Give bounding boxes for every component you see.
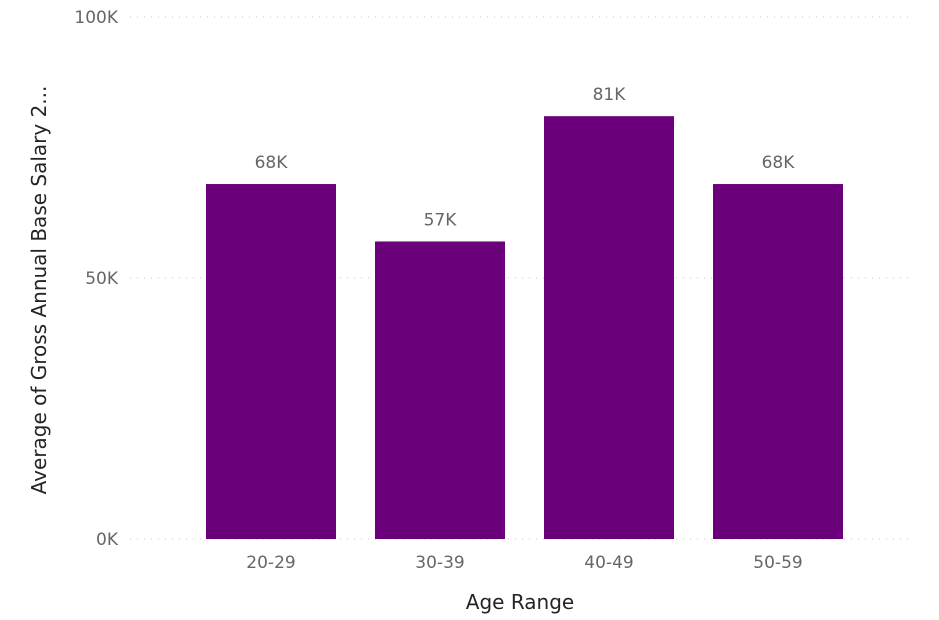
y-tick-label: 100K bbox=[74, 8, 118, 28]
x-tick-label-30-39: 30-39 bbox=[415, 553, 464, 573]
data-labels: 68K 57K 81K 68K bbox=[255, 85, 796, 230]
x-tick-label-20-29: 20-29 bbox=[246, 553, 295, 573]
x-axis-ticks: 20-29 30-39 40-49 50-59 bbox=[246, 553, 802, 573]
y-axis-ticks: 0K 50K 100K bbox=[74, 8, 118, 550]
data-label-20-29: 68K bbox=[255, 153, 289, 173]
bar-20-29[interactable] bbox=[206, 184, 336, 540]
x-tick-label-50-59: 50-59 bbox=[753, 553, 802, 573]
y-axis-title: Average of Gross Annual Base Salary 2... bbox=[27, 86, 51, 495]
x-tick-label-40-49: 40-49 bbox=[584, 553, 633, 573]
bars bbox=[206, 116, 843, 540]
x-axis-title: Age Range bbox=[466, 590, 574, 614]
data-label-30-39: 57K bbox=[424, 210, 458, 230]
data-label-50-59: 68K bbox=[762, 153, 796, 173]
bar-50-59[interactable] bbox=[713, 184, 843, 540]
y-tick-label: 50K bbox=[85, 269, 119, 289]
y-tick-label: 0K bbox=[96, 530, 119, 550]
bar-30-39[interactable] bbox=[375, 241, 505, 539]
data-label-40-49: 81K bbox=[593, 85, 627, 105]
bar-40-49[interactable] bbox=[544, 116, 674, 540]
